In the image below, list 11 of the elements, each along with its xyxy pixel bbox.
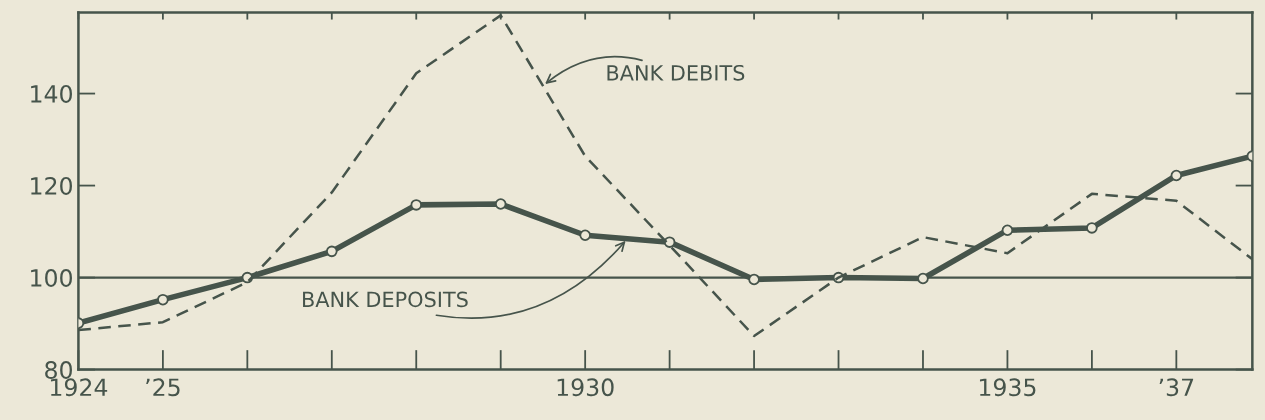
y-tick-label: 120	[31, 177, 72, 195]
x-tick-label: ’37	[1159, 378, 1194, 397]
x-tick-label: ’25	[146, 378, 180, 397]
x-tick-label: 1924	[50, 378, 108, 397]
y-tick-label: 100	[31, 269, 72, 287]
y-tick-label: 80	[45, 361, 72, 379]
y-tick-label: 140	[31, 85, 72, 103]
text: BANK DEBITS	[607, 64, 745, 81]
series-label: BANK DEPOSITS	[303, 291, 468, 308]
x-tick-label: 1930	[557, 378, 614, 397]
x-tick-label: 1935	[979, 378, 1036, 397]
